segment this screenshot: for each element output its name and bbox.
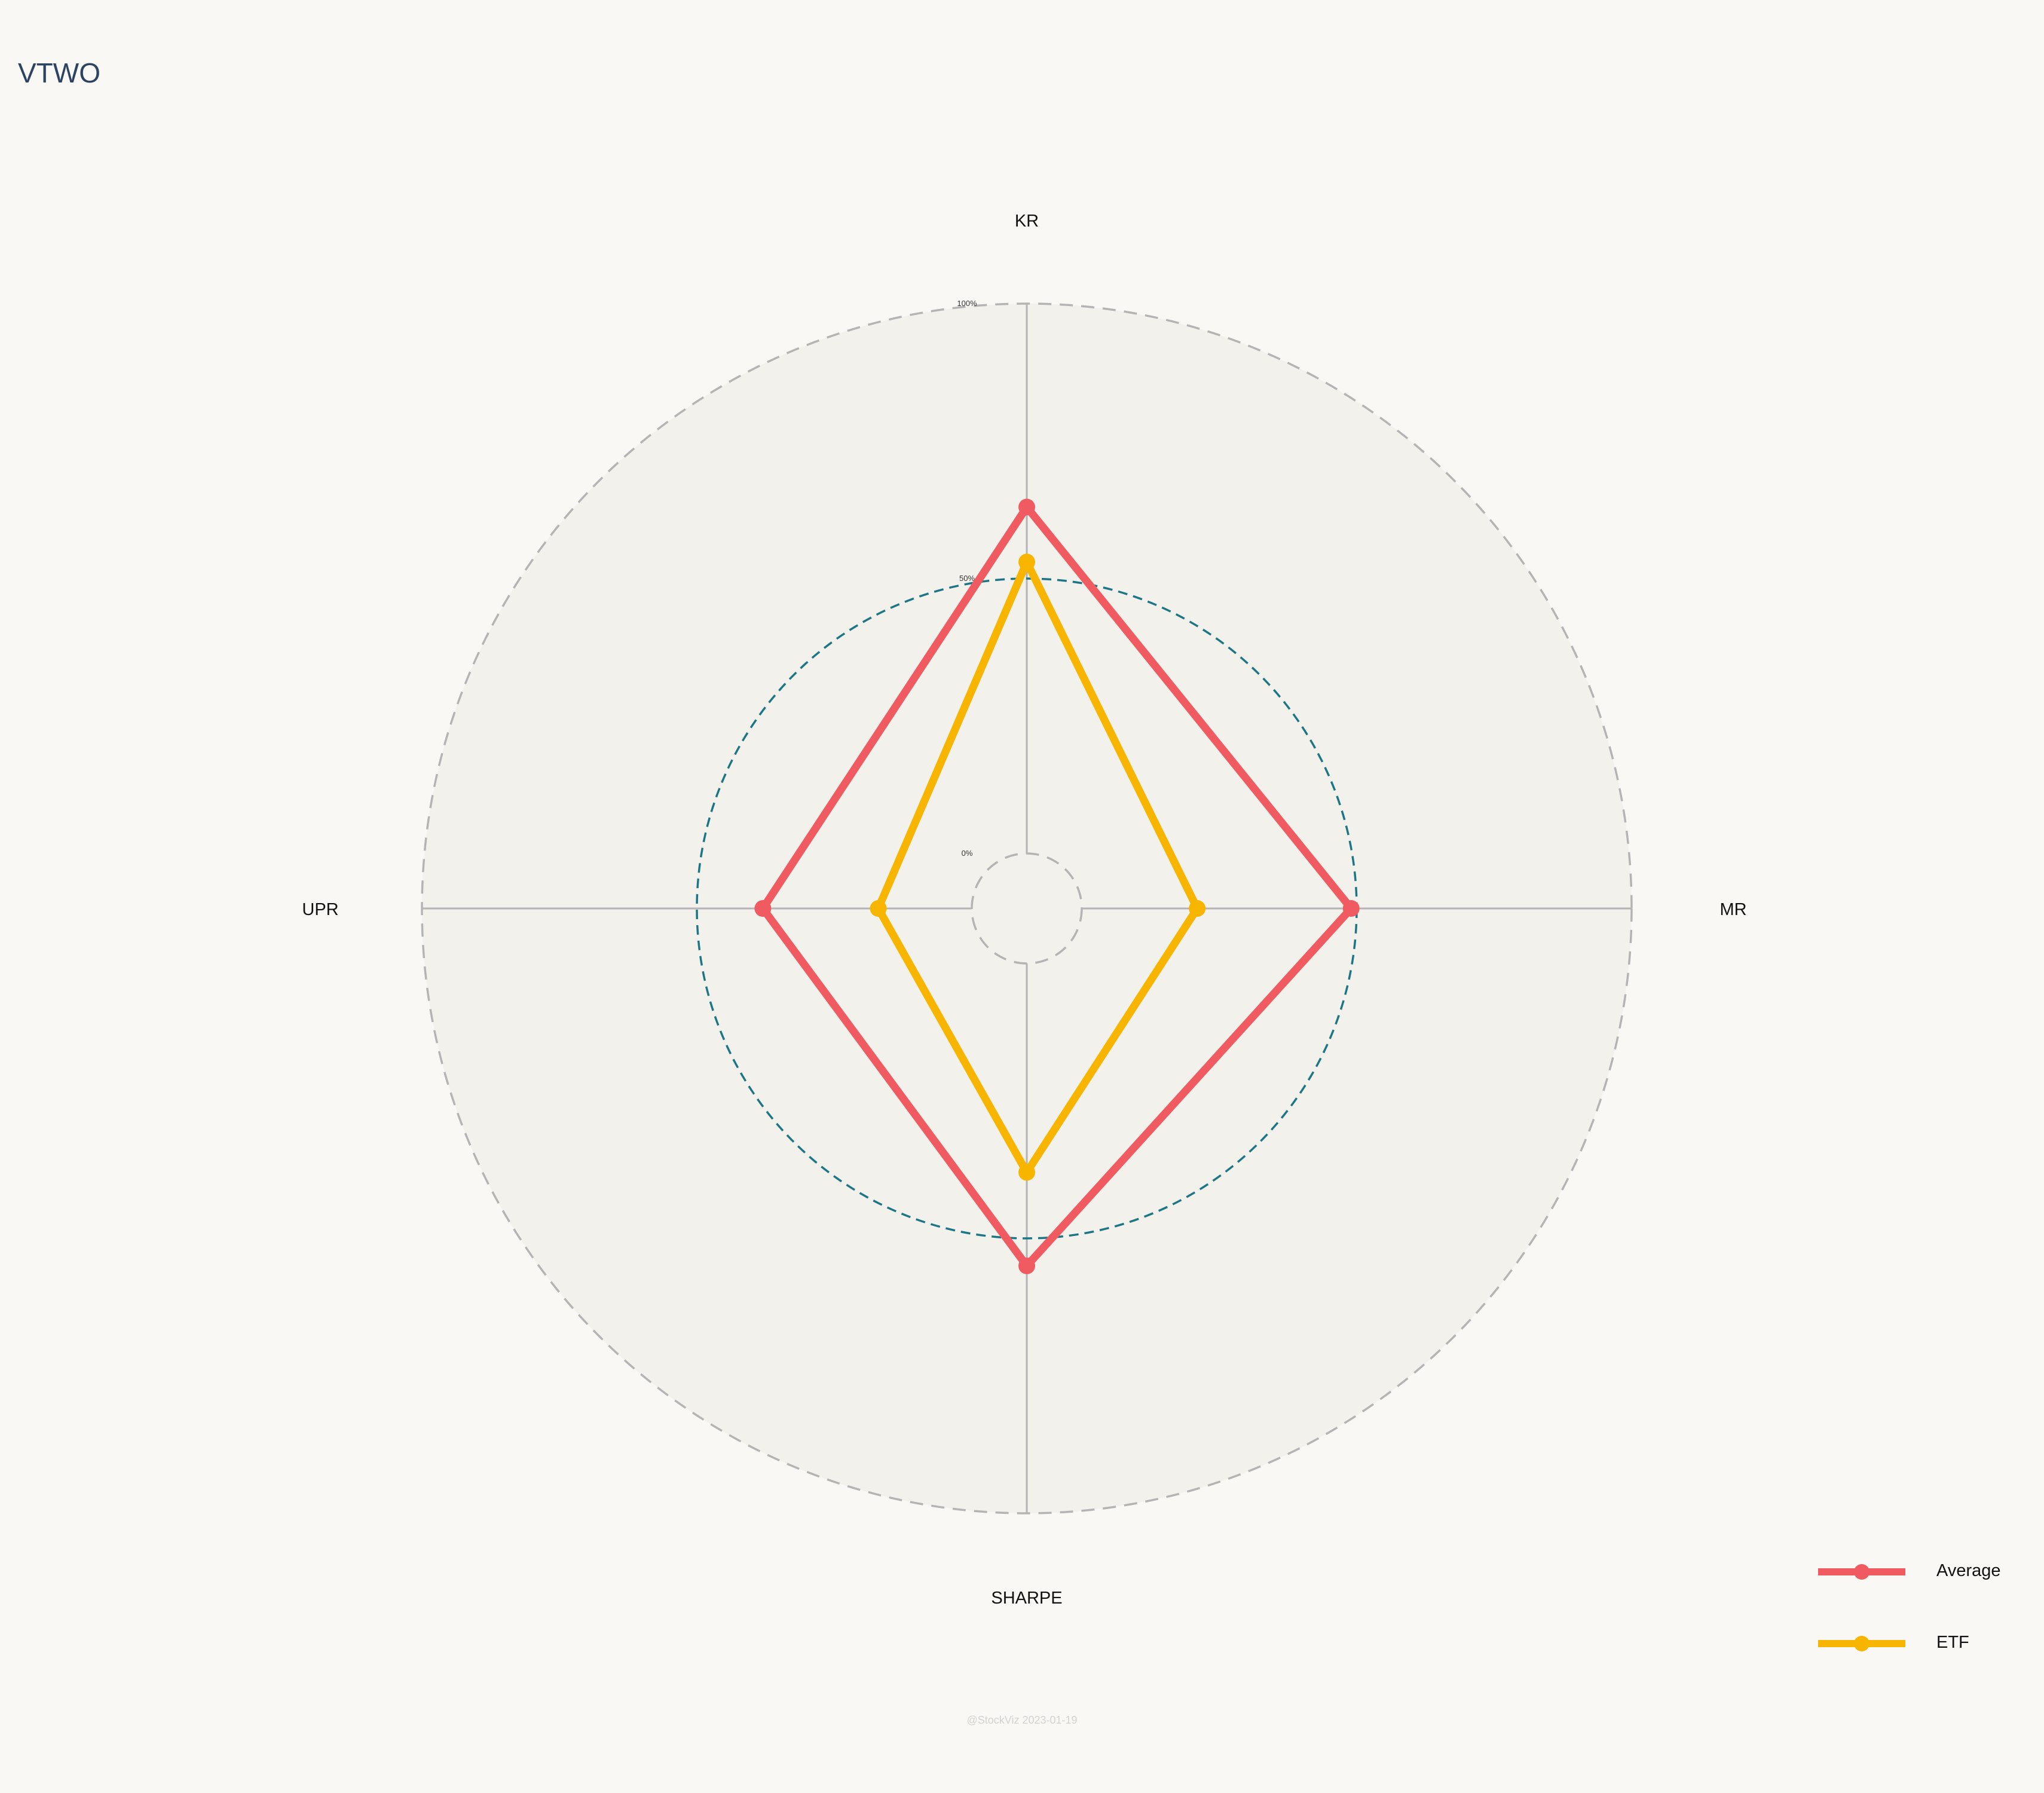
legend-item-average[interactable]: Average — [1811, 1560, 2038, 1632]
plot-background — [422, 304, 1632, 1513]
axis-label-sharpe: SHARPE — [991, 1589, 1062, 1608]
data-point-average-mr — [1342, 900, 1360, 917]
chart-title: VTWO — [18, 57, 100, 88]
data-point-etf-upr — [870, 900, 887, 917]
grid-ring-0 — [971, 852, 1083, 965]
radial-tick-label: 50% — [959, 574, 975, 583]
legend-swatch-average — [1818, 1564, 1905, 1580]
axis-label-mr: MR — [1719, 900, 1746, 919]
data-point-average-upr — [754, 900, 772, 917]
legend-marker-average — [1854, 1564, 1869, 1580]
radial-tick-label: 0% — [962, 849, 973, 858]
data-point-average-sharpe — [1018, 1257, 1035, 1274]
grid-ring-100 — [421, 302, 1633, 1514]
legend-item-etf[interactable]: ETF — [1811, 1632, 2038, 1703]
data-point-etf-kr — [1018, 553, 1035, 571]
axis-label-upr: UPR — [302, 900, 338, 919]
radial-tick-label: 100% — [957, 299, 977, 308]
legend: Average ETF — [1811, 1560, 2038, 1703]
data-point-etf-sharpe — [1018, 1164, 1035, 1181]
legend-swatch-etf — [1818, 1636, 1905, 1651]
data-point-average-kr — [1018, 498, 1035, 516]
legend-label-etf: ETF — [1936, 1633, 1969, 1652]
legend-marker-etf — [1854, 1636, 1869, 1651]
axis-label-kr: KR — [1015, 212, 1039, 231]
data-point-etf-mr — [1189, 900, 1206, 917]
legend-label-average: Average — [1936, 1561, 2001, 1580]
watermark: @StockViz 2023-01-19 — [966, 1714, 1078, 1726]
